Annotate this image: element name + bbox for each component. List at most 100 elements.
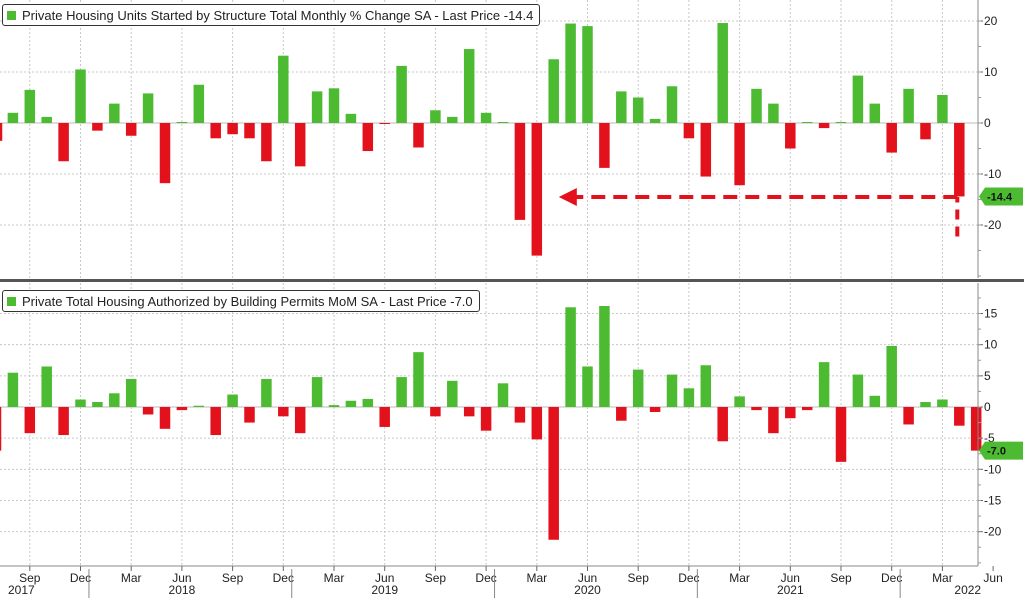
bar bbox=[261, 123, 272, 162]
bar bbox=[142, 407, 154, 415]
bar bbox=[903, 407, 914, 425]
bottom-chart-legend: Private Total Housing Authorized by Buil… bbox=[2, 290, 480, 312]
x-month-label: Sep bbox=[628, 571, 650, 585]
last-price-tag: -14.4 bbox=[979, 187, 1023, 206]
bar bbox=[480, 407, 492, 431]
bar bbox=[447, 116, 458, 123]
bar bbox=[328, 405, 340, 407]
y-tick-label: 0 bbox=[984, 116, 991, 130]
y-tick-label: -10 bbox=[984, 462, 1002, 476]
bar bbox=[734, 123, 745, 186]
bar bbox=[227, 123, 238, 135]
bar bbox=[447, 380, 458, 407]
bar bbox=[920, 402, 931, 407]
bar bbox=[937, 94, 948, 123]
bar bbox=[328, 88, 340, 123]
bar bbox=[751, 88, 762, 123]
bar bbox=[497, 121, 509, 123]
bar bbox=[294, 123, 306, 167]
bar bbox=[362, 123, 374, 152]
bar bbox=[768, 103, 779, 123]
bar bbox=[801, 121, 813, 123]
bar bbox=[616, 91, 627, 123]
bar bbox=[632, 97, 644, 123]
bar bbox=[278, 407, 289, 417]
bar bbox=[920, 123, 931, 140]
y-tick-label: -5 bbox=[984, 431, 995, 445]
bar bbox=[548, 59, 559, 123]
bar bbox=[514, 123, 526, 220]
bar bbox=[565, 23, 576, 123]
bar bbox=[24, 89, 36, 123]
x-year-label: 2021 bbox=[777, 583, 804, 597]
bar bbox=[497, 383, 509, 407]
bar bbox=[886, 123, 897, 153]
bar bbox=[430, 110, 441, 123]
bar bbox=[666, 374, 678, 407]
bar bbox=[362, 398, 374, 407]
x-month-label: Mar bbox=[932, 571, 953, 585]
bar bbox=[869, 395, 881, 407]
bar bbox=[852, 75, 864, 123]
bottom-legend-title: Private Total Housing Authorized by Buil… bbox=[22, 293, 447, 309]
bar bbox=[75, 69, 86, 123]
bar bbox=[193, 405, 205, 407]
bar bbox=[430, 407, 441, 417]
bar bbox=[835, 121, 847, 123]
y-tick-label: -20 bbox=[984, 525, 1002, 539]
bar bbox=[683, 123, 695, 139]
bar bbox=[649, 118, 661, 123]
bar bbox=[58, 407, 69, 436]
bar bbox=[413, 123, 424, 148]
bar bbox=[531, 407, 543, 440]
bar bbox=[176, 407, 188, 411]
x-year-label: 2022 bbox=[954, 583, 981, 597]
bar bbox=[869, 103, 881, 123]
bar bbox=[835, 407, 847, 462]
bar bbox=[294, 407, 306, 434]
bar bbox=[480, 112, 492, 123]
bar bbox=[109, 103, 120, 123]
bar bbox=[159, 123, 171, 184]
bar bbox=[109, 393, 120, 407]
bar bbox=[244, 123, 255, 139]
y-tick-label: -10 bbox=[984, 167, 1002, 181]
bar bbox=[548, 407, 559, 540]
bar bbox=[785, 123, 796, 149]
y-tick-label: -20 bbox=[984, 218, 1002, 232]
x-month-label: Jun bbox=[578, 571, 597, 585]
x-year-label: 2020 bbox=[574, 583, 601, 597]
x-month-label: Dec bbox=[273, 571, 294, 585]
top-legend-last-price: -14.4 bbox=[503, 7, 534, 23]
top-chart-legend: Private Housing Units Started by Structu… bbox=[2, 4, 541, 26]
x-year-label: 2019 bbox=[371, 583, 398, 597]
bar bbox=[379, 407, 390, 427]
bar bbox=[954, 123, 965, 197]
x-month-label: Jun bbox=[375, 571, 394, 585]
bar bbox=[582, 366, 593, 407]
bar bbox=[41, 116, 52, 123]
bar bbox=[311, 91, 323, 123]
bar bbox=[396, 65, 407, 123]
x-year-label: 2018 bbox=[169, 583, 196, 597]
bar bbox=[700, 365, 712, 407]
bar bbox=[92, 123, 103, 131]
bar bbox=[345, 400, 357, 407]
bar bbox=[599, 123, 610, 168]
x-month-label: Dec bbox=[475, 571, 496, 585]
bar bbox=[937, 399, 948, 407]
bar bbox=[311, 377, 323, 407]
bar bbox=[125, 378, 137, 407]
y-tick-label: 5 bbox=[984, 369, 991, 383]
x-month-label: Dec bbox=[70, 571, 91, 585]
bar bbox=[649, 407, 661, 412]
y-tick-label: 10 bbox=[984, 65, 998, 79]
bar bbox=[666, 86, 678, 123]
x-month-label: Mar bbox=[526, 571, 547, 585]
annotation-arrow-head bbox=[558, 188, 577, 206]
bar bbox=[734, 396, 745, 407]
bar bbox=[75, 399, 86, 407]
x-month-label: Mar bbox=[324, 571, 345, 585]
bar bbox=[210, 407, 221, 436]
bar bbox=[565, 307, 576, 407]
